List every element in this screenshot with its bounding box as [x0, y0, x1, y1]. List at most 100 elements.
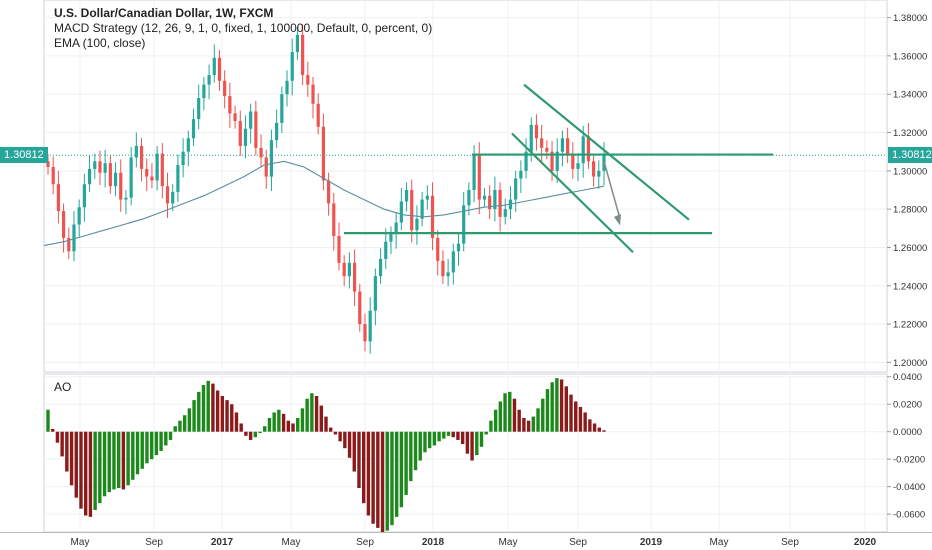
candle-down	[61, 211, 66, 238]
ao-bar-rising	[159, 431, 163, 451]
ao-bar-rising	[437, 431, 441, 442]
ao-bar-rising	[267, 417, 272, 432]
candle-down	[545, 147, 549, 152]
candle-up	[285, 80, 289, 95]
candle-up	[176, 165, 180, 192]
ao-bar-rising	[305, 398, 309, 432]
candle-down	[145, 168, 149, 177]
ao-bar-rising	[98, 431, 102, 504]
candle-up	[581, 136, 585, 164]
candle-up	[462, 205, 466, 244]
ao-bar-rising	[300, 408, 305, 432]
ao-bar-rising	[555, 378, 559, 432]
candle-up	[368, 310, 372, 342]
candle-down	[534, 124, 539, 139]
ao-y-tick-label: -0.0400	[893, 482, 925, 493]
ao-bar-falling	[574, 401, 578, 432]
ao-bar-falling	[230, 404, 234, 432]
ao-bar-falling	[286, 420, 291, 432]
candle-up	[378, 258, 383, 277]
projection-arrow[interactable]	[603, 161, 621, 219]
x-tick-label: May	[710, 537, 729, 548]
candle-down	[228, 96, 232, 114]
x-tick-label: May	[282, 537, 301, 548]
ao-bar-falling	[517, 409, 521, 432]
candle-down	[550, 151, 554, 171]
ao-bar-falling	[602, 430, 606, 432]
ao-bar-rising	[173, 426, 177, 432]
x-tick-label: Sep	[781, 537, 799, 548]
candle-down	[67, 237, 71, 252]
ao-bar-falling	[451, 431, 455, 438]
ao-bar-falling	[60, 431, 64, 457]
candle-down	[223, 80, 227, 97]
ao-bar-rising	[446, 431, 451, 436]
symbol-title: U.S. Dollar/Canadian Dollar, 1W, FXCM	[54, 6, 274, 20]
channel-lower-line[interactable]	[511, 132, 634, 254]
candle-down	[441, 260, 445, 277]
ao-bar-falling	[357, 431, 361, 489]
ao-bar-rising	[206, 380, 210, 432]
y-tick-label: 1.24000	[893, 281, 927, 292]
ao-y-tick-label: -0.0200	[893, 455, 925, 466]
candle-down	[430, 195, 435, 238]
ao-bar-falling	[69, 431, 74, 486]
candle-down	[306, 75, 310, 85]
ao-bar-rising	[498, 401, 503, 432]
x-tick-label: 2019	[640, 537, 663, 548]
candle-up	[451, 251, 455, 273]
ao-bar-rising	[131, 431, 135, 480]
candle-up	[446, 272, 450, 277]
candle-up	[155, 153, 159, 181]
candle-up	[77, 207, 81, 225]
ao-bar-rising	[310, 393, 314, 432]
channel-upper-line[interactable]	[523, 83, 690, 221]
candle-up	[394, 222, 398, 235]
ao-bar-rising	[545, 389, 550, 432]
ao-bar-rising	[263, 426, 267, 432]
ao-bar-falling	[460, 431, 465, 445]
ao-bar-falling	[83, 431, 88, 516]
candle-down	[46, 161, 50, 168]
ao-bar-falling	[121, 431, 126, 490]
ao-bar-falling	[329, 427, 333, 432]
ao-y-tick-label: -0.0600	[893, 510, 925, 521]
x-tick-label: Sep	[145, 537, 163, 548]
ao-bar-rising	[46, 409, 50, 432]
candle-up	[519, 170, 523, 179]
candle-down	[316, 103, 320, 127]
ao-bar-falling	[588, 419, 592, 432]
candle-up	[181, 151, 185, 166]
candle-down	[150, 176, 154, 181]
candle-up	[249, 111, 253, 129]
ao-panel-frame	[43, 373, 888, 533]
candle-up	[82, 184, 86, 208]
candle-down	[540, 138, 544, 148]
y-tick-label: 1.30000	[893, 166, 927, 177]
ao-bar-falling	[343, 431, 347, 449]
candle-up	[373, 276, 377, 311]
candle-up	[207, 75, 211, 85]
ao-bar-falling	[234, 412, 239, 432]
ao-panel-title: AO	[54, 380, 72, 394]
candle-down	[363, 324, 367, 342]
candle-down	[410, 190, 414, 231]
candle-up	[295, 34, 300, 53]
ao-bar-rising	[432, 431, 437, 446]
ao-bar-rising	[126, 431, 130, 486]
candle-up	[197, 98, 201, 120]
candle-down	[566, 138, 570, 156]
candle-down	[586, 136, 591, 162]
ao-bar-rising	[140, 431, 144, 469]
candle-down	[233, 113, 237, 122]
ao-bar-falling	[333, 431, 338, 435]
ao-bar-rising	[178, 420, 182, 432]
ao-bar-rising	[531, 416, 536, 432]
ao-bar-falling	[456, 431, 460, 440]
ao-bar-rising	[536, 408, 540, 432]
ao-bar-rising	[541, 398, 545, 432]
candle-down	[332, 203, 336, 236]
ao-bar-rising	[550, 382, 554, 432]
ao-bar-rising	[404, 431, 408, 495]
